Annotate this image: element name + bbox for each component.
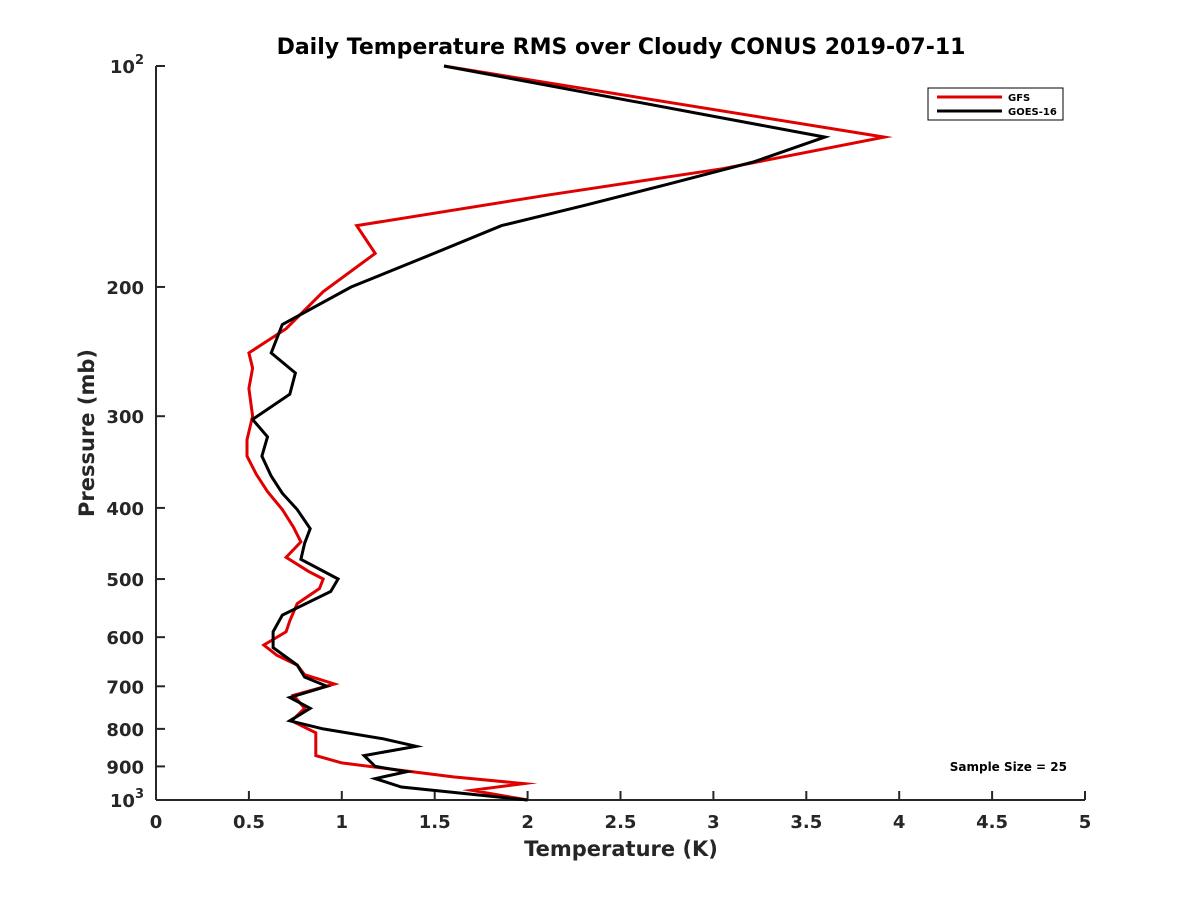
x-tick-label: 2: [521, 812, 534, 833]
series-line-goes-16: [250, 64, 831, 802]
y-axis-label: Pressure (mb): [75, 349, 99, 517]
y-tick-label: 600: [106, 628, 144, 649]
y-tick-label: 400: [106, 499, 144, 520]
x-tick-label: 1.5: [419, 812, 451, 833]
legend: GFS GOES-16: [927, 87, 1064, 121]
x-tick-label: 0.5: [233, 812, 265, 833]
x-tick-label: 3.5: [790, 812, 822, 833]
x-tick-label: 0: [150, 812, 163, 833]
y-tick-label: 102: [110, 53, 144, 78]
series-line-gfs: [245, 64, 893, 802]
y-tick-label: 900: [106, 757, 144, 778]
x-tick-label: 2.5: [605, 812, 637, 833]
axes: 0 0.5 1 1.5 2 2.5 3 3.5 4 4.5 5 102 200 300 400 500 600 7…: [106, 53, 1091, 833]
y-tick-label: 103: [110, 787, 144, 812]
y-tick-label: 500: [106, 570, 144, 591]
legend-label-goes-16: GOES-16: [1008, 107, 1057, 118]
x-axis-label: Temperature (K): [524, 837, 718, 861]
plot-lines: [245, 64, 893, 802]
x-tick-label: 4.5: [976, 812, 1008, 833]
legend-label-gfs: GFS: [1008, 93, 1030, 104]
chart-title: Daily Temperature RMS over Cloudy CONUS …: [277, 35, 966, 60]
x-tick-label: 5: [1079, 812, 1092, 833]
y-tick-label: 700: [106, 677, 144, 698]
y-tick-label: 200: [106, 278, 144, 299]
sample-size-annotation: Sample Size = 25: [950, 760, 1067, 774]
x-tick-label: 3: [707, 812, 720, 833]
x-tick-label: 4: [893, 812, 906, 833]
y-tick-label: 800: [106, 720, 144, 741]
legend-box: [927, 87, 1064, 121]
y-tick-label: 300: [106, 407, 144, 428]
x-tick-label: 1: [336, 812, 349, 833]
